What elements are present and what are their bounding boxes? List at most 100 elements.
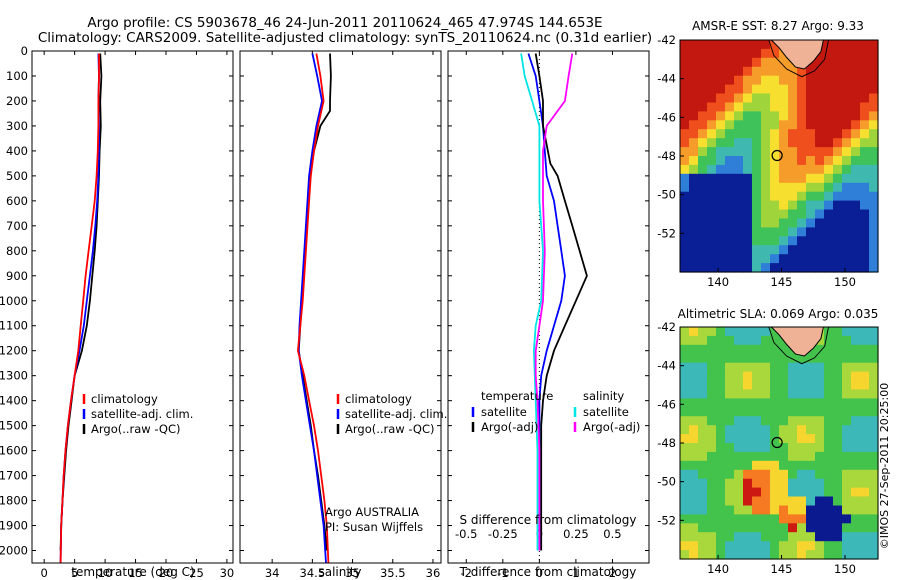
map-field-cell (788, 478, 798, 489)
map-field-cell (788, 84, 798, 95)
map-field-cell (860, 398, 870, 408)
map-field-cell (725, 173, 735, 184)
map-field-cell (824, 407, 834, 417)
map-field-cell (716, 218, 726, 228)
map-field-cell (815, 93, 825, 103)
map-field-cell (716, 487, 726, 498)
map-field-cell (752, 353, 762, 364)
imos-credit: ©IMOS 27-Sep-2011 20:25:00 (878, 383, 891, 549)
map-field-cell (779, 75, 789, 86)
map-field-cell (815, 532, 825, 542)
map-field-cell (860, 156, 870, 166)
map-field-cell (851, 111, 861, 121)
depth-tick-label: 500 (6, 169, 28, 183)
depth-tick-label: 1600 (0, 444, 28, 458)
map-field-cell (788, 505, 798, 515)
map-field-cell (770, 353, 780, 364)
map-field-cell (824, 40, 834, 50)
map-field-cell (761, 443, 771, 453)
map-field-cell (824, 191, 834, 202)
map-field-cell (743, 550, 753, 560)
map-field-cell (842, 327, 852, 337)
map-field-cell (824, 147, 834, 157)
map-field-cell (851, 156, 861, 166)
map-field-cell (788, 182, 798, 193)
map-field-cell (824, 550, 834, 560)
map-field-cell (833, 227, 843, 237)
map-field-cell (743, 66, 753, 77)
map-field-cell (851, 425, 861, 435)
map-field-cell (689, 218, 699, 228)
map-field-cell (707, 398, 717, 408)
map-field-cell (698, 254, 708, 264)
map-field-cell (797, 532, 807, 542)
map-field-cell (788, 496, 798, 506)
map-field-cell (716, 478, 726, 489)
map-field-cell (824, 236, 834, 246)
map-lon-tick-label: 145 (771, 275, 793, 289)
depth-tick-label: 300 (6, 119, 28, 133)
map-field-cell (752, 407, 762, 417)
map-field-cell (869, 550, 879, 560)
map-field-cell (698, 469, 708, 480)
map-field-cell (842, 487, 852, 498)
map-field-cell (752, 66, 762, 77)
map-field-cell (734, 353, 744, 364)
map-field-cell (851, 164, 861, 175)
map-field-cell (743, 362, 753, 373)
map-field-cell (833, 263, 843, 273)
map-field-cell (761, 40, 771, 50)
map-field-cell (842, 425, 852, 435)
map-field-cell (707, 227, 717, 237)
map-field-cell (770, 66, 780, 77)
map-field-cell (734, 156, 744, 166)
map-field-cell (860, 84, 870, 95)
map-field-cell (851, 523, 861, 533)
map-field-cell (707, 66, 717, 77)
map-field-cell (725, 236, 735, 246)
map-field-cell (734, 254, 744, 264)
map-field-cell (860, 227, 870, 237)
map-field-cell (815, 550, 825, 560)
map-field-cell (860, 478, 870, 489)
map-field-cell (725, 209, 735, 219)
map-field-cell (770, 344, 780, 355)
map-field-cell (752, 263, 762, 273)
map-field-cell (725, 263, 735, 273)
map-field-cell (860, 434, 870, 444)
map-field-cell (824, 173, 834, 184)
map-field-cell (851, 263, 861, 273)
map-field-cell (797, 523, 807, 533)
argo-program-annotation: Argo AUSTRALIA (325, 505, 419, 519)
map-field-cell (788, 353, 798, 364)
map-field-cell (842, 550, 852, 560)
map-field-cell (815, 523, 825, 533)
map-field-cell (833, 66, 843, 77)
map-field-cell (716, 505, 726, 515)
map-field-cell (725, 398, 735, 408)
map-field-cell (833, 487, 843, 498)
map-field-cell (788, 209, 798, 219)
map-field-cell (842, 156, 852, 166)
map-field-cell (824, 102, 834, 112)
map-field-cell (689, 263, 699, 273)
map-field-cell (770, 138, 780, 148)
map-field-cell (860, 209, 870, 219)
map-field-cell (797, 111, 807, 121)
map-field-cell (707, 218, 717, 228)
map-field-cell (689, 371, 699, 382)
map-field-cell (698, 129, 708, 139)
map-field-cell (788, 66, 798, 77)
map-field-cell (833, 443, 843, 453)
depth-tick-label: 1200 (0, 344, 28, 358)
map-field-cell (725, 93, 735, 103)
map-field-cell (734, 380, 744, 390)
map-field-cell (761, 218, 771, 228)
x-tick-label-difference: -1 (497, 566, 508, 580)
map-field-cell (761, 138, 771, 148)
map-field-cell (869, 407, 879, 417)
map-lat-tick-label: -50 (657, 188, 676, 202)
sst-map-title: AMSR-E SST: 8.27 Argo: 9.33 (692, 19, 864, 33)
map-field-cell (698, 66, 708, 77)
map-field-cell (797, 173, 807, 184)
